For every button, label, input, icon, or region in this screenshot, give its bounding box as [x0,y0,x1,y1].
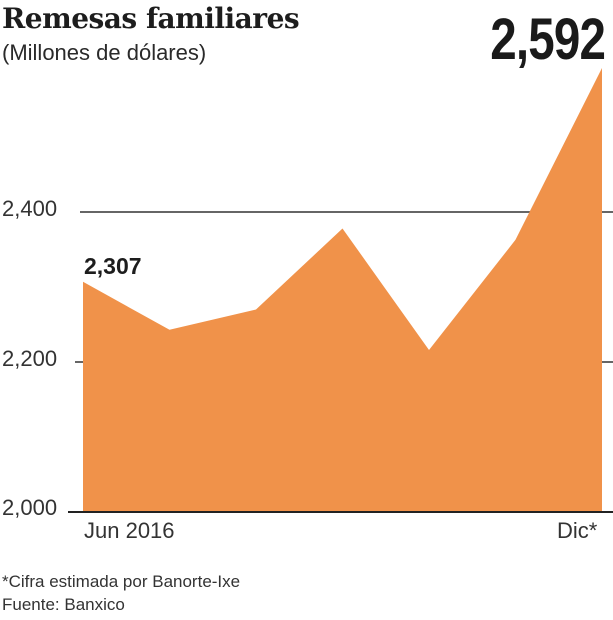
chart-subtitle: (Millones de dólares) [2,40,207,65]
footnote: *Cifra estimada por Banorte-Ixe [2,572,241,591]
source-note: Fuente: Banxico [2,595,125,614]
first-value-annotation: 2,307 [84,253,142,279]
area-series [83,68,602,512]
y-tick-2200: 2,200 [2,346,58,371]
x-tick-start: Jun 2016 [84,518,175,543]
y-tick-2400: 2,400 [2,196,58,221]
x-tick-end: Dic* [557,518,598,543]
latest-value-highlight: 2,592 [490,7,606,72]
y-tick-2000: 2,000 [2,495,58,520]
chart-title: Remesas familiares [2,2,300,35]
